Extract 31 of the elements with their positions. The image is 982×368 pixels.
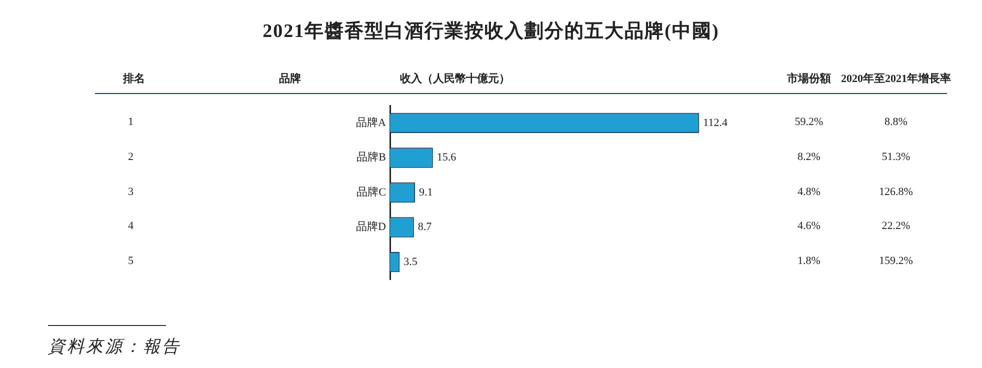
chart-title: 2021年醬香型白酒行業按收入劃分的五大品牌(中國) bbox=[262, 20, 720, 44]
text: 59.2% bbox=[794, 116, 824, 128]
text: 排名 bbox=[123, 72, 145, 86]
data-label: 3.5 bbox=[404, 256, 418, 268]
text: 4.6% bbox=[798, 220, 820, 232]
text: 2020年至2021年增長率 bbox=[841, 73, 951, 85]
text: 1 bbox=[128, 116, 134, 128]
data-label: 9.1 bbox=[419, 186, 433, 198]
text: 22.2% bbox=[882, 220, 910, 232]
text: 品牌 bbox=[278, 72, 302, 86]
text: 126.8% bbox=[879, 186, 913, 198]
y-tick-label: 品牌C bbox=[356, 186, 386, 198]
text: 2 bbox=[128, 150, 134, 163]
data-label: 112.4 bbox=[703, 116, 728, 129]
text: 8.8% bbox=[884, 116, 908, 128]
y-tick-label: 品牌B bbox=[356, 152, 386, 164]
text: 5 bbox=[128, 255, 134, 268]
text: 159.2% bbox=[879, 255, 913, 268]
data-label: 15.6 bbox=[436, 152, 457, 164]
text: 51.3% bbox=[882, 150, 910, 163]
text: 4.8% bbox=[798, 186, 820, 198]
text: 市場份額 bbox=[787, 73, 831, 85]
text: 1.8% bbox=[798, 255, 820, 268]
source-note: 資料來源：報告 bbox=[48, 336, 181, 358]
text: 3 bbox=[128, 186, 134, 198]
text: 8.2% bbox=[798, 150, 820, 163]
y-tick-label: 品牌A bbox=[356, 116, 386, 129]
data-label: 8.7 bbox=[418, 221, 432, 234]
y-tick-label: 品牌D bbox=[356, 221, 386, 234]
x-axis-title: 收入（人民幣十億元） bbox=[400, 72, 510, 86]
text: 4 bbox=[128, 220, 134, 232]
